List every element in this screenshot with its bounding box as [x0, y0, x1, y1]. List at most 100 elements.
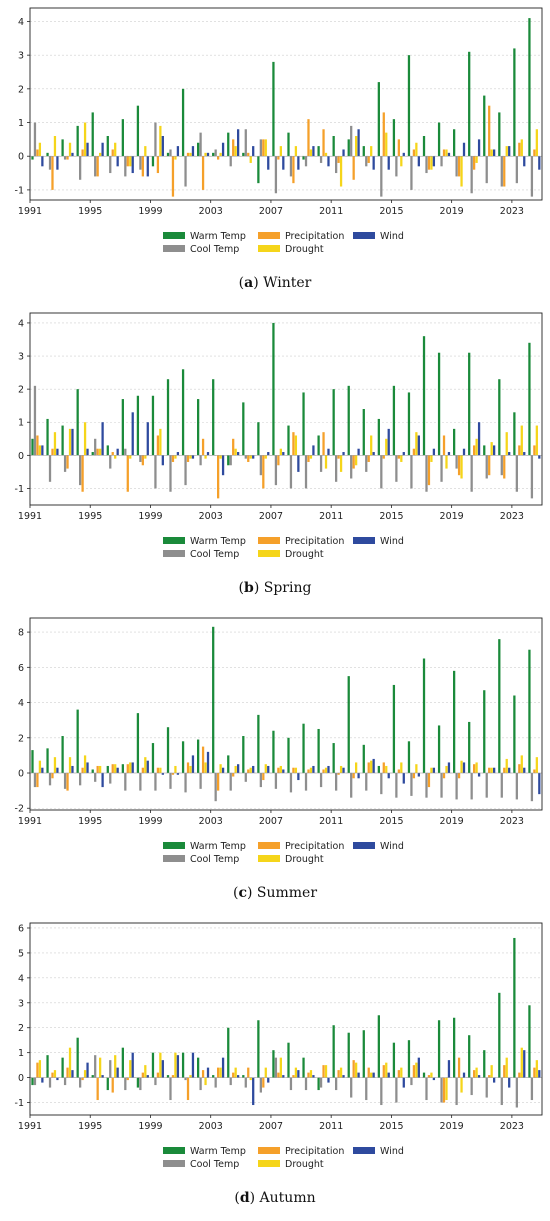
bar-warm-2001: [182, 741, 184, 773]
bar-precip-2000: [172, 455, 174, 462]
bar-cool-2014: [380, 773, 382, 794]
bar-wind-2018: [448, 1060, 450, 1077]
bar-cool-2018: [440, 455, 442, 481]
bar-wind-2021: [493, 149, 495, 156]
bar-precip-2003: [217, 773, 219, 791]
bar-drought-2019: [460, 761, 462, 773]
bar-precip-2024: [533, 769, 535, 773]
bar-precip-1992: [51, 156, 53, 190]
bar-precip-2011: [337, 455, 339, 458]
bar-wind-2002: [207, 153, 209, 156]
bar-precip-1994: [81, 1078, 83, 1080]
bar-precip-2005: [247, 455, 249, 462]
bar-cool-2024: [531, 455, 533, 498]
bar-cool-1997: [124, 773, 126, 791]
bar-cool-1996: [109, 773, 111, 784]
bar-cool-2012: [350, 773, 352, 798]
legend-swatch-precip: [258, 842, 280, 849]
y-tick-label: 6: [18, 923, 24, 934]
bar-cool-2008: [290, 156, 292, 176]
bar-cool-2022: [501, 156, 503, 186]
x-tick-label: 1991: [18, 511, 42, 522]
bar-precip-2012: [353, 455, 355, 468]
bar-drought-2005: [250, 156, 252, 163]
bar-wind-2011: [342, 1075, 344, 1077]
bar-precip-2018: [443, 773, 445, 778]
bar-warm-2008: [287, 1043, 289, 1078]
bar-warm-2012: [348, 676, 350, 773]
bar-precip-1993: [66, 1068, 68, 1078]
bar-drought-2017: [430, 768, 432, 773]
bar-warm-2021: [483, 1050, 485, 1077]
legend-swatch-drought: [258, 245, 280, 252]
bar-drought-2024: [536, 129, 538, 156]
bar-precip-2021: [488, 1075, 490, 1077]
x-tick-label: 2003: [199, 206, 223, 217]
bar-warm-2004: [227, 755, 229, 773]
bar-wind-2013: [373, 759, 375, 773]
bar-wind-2008: [297, 455, 299, 472]
bar-drought-1999: [159, 768, 161, 773]
bar-cool-2010: [320, 1078, 322, 1088]
x-tick-label: 2015: [379, 206, 403, 217]
bar-precip-2004: [232, 773, 234, 777]
bar-cool-2002: [199, 455, 201, 465]
bar-wind-1996: [117, 768, 119, 773]
bar-cool-1995: [94, 1055, 96, 1077]
bar-cool-1991: [34, 386, 36, 456]
bar-drought-2005: [250, 768, 252, 773]
bar-wind-2011: [342, 452, 344, 455]
bar-drought-2013: [370, 146, 372, 156]
bar-wind-1992: [56, 449, 58, 456]
bar-wind-2000: [177, 773, 179, 775]
bar-cool-2022: [501, 1078, 503, 1105]
bar-warm-1992: [46, 419, 48, 455]
bar-drought-2012: [355, 136, 357, 156]
bar-wind-2004: [237, 1075, 239, 1077]
bar-warm-1999: [152, 396, 154, 456]
bar-drought-2011: [340, 156, 342, 186]
bar-wind-2016: [418, 773, 420, 777]
bar-cool-2006: [260, 455, 262, 475]
bar-cool-2022: [501, 773, 503, 798]
bar-drought-2013: [370, 435, 372, 455]
bar-cool-2007: [275, 156, 277, 193]
bar-warm-2010: [317, 435, 319, 455]
bar-drought-2009: [310, 1070, 312, 1077]
bar-cool-1993: [64, 1078, 66, 1085]
bar-drought-2019: [460, 455, 462, 478]
bar-wind-2015: [403, 773, 405, 784]
bar-wind-2012: [357, 449, 359, 456]
bar-drought-2015: [400, 762, 402, 773]
bar-drought-2007: [280, 766, 282, 773]
bar-drought-2019: [460, 1078, 462, 1093]
bar-warm-1993: [61, 139, 63, 156]
bar-wind-2022: [508, 146, 510, 156]
bar-precip-2019: [458, 773, 460, 778]
y-tick-label: 1: [18, 118, 24, 129]
x-tick-label: 2019: [440, 206, 464, 217]
bar-warm-2009: [302, 156, 304, 159]
bar-precip-1991: [36, 1063, 38, 1078]
bar-cool-2003: [215, 1078, 217, 1088]
bar-warm-1993: [61, 1058, 63, 1078]
bar-cool-2015: [395, 156, 397, 176]
bar-warm-2012: [348, 386, 350, 456]
bar-cool-2009: [305, 156, 307, 166]
y-tick-label: 0: [18, 769, 24, 780]
bar-precip-2013: [368, 455, 370, 462]
bar-drought-2003: [219, 1068, 221, 1078]
bar-warm-2023: [513, 412, 515, 455]
legend-swatch-drought: [258, 855, 280, 862]
bar-precip-2012: [353, 773, 355, 778]
bar-drought-2022: [506, 1058, 508, 1078]
bar-warm-2008: [287, 426, 289, 456]
bar-cool-2001: [184, 773, 186, 792]
bar-precip-2006: [262, 773, 264, 780]
